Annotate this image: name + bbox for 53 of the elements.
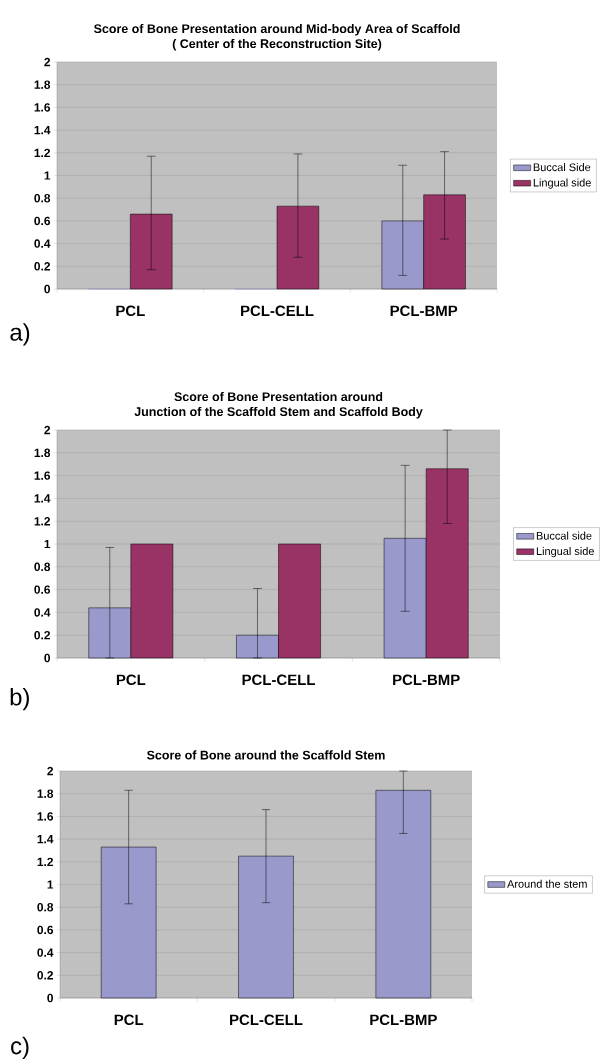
y-tick-label: 0.4	[34, 239, 51, 248]
y-tick-label: 1.4	[37, 835, 54, 844]
y-tick-label: 0	[47, 993, 53, 1003]
x-tick-label: PCL	[114, 1014, 144, 1026]
y-tick-label: 0.2	[34, 630, 51, 640]
y-tick-label: 2	[44, 57, 51, 67]
y-tick-label: 0.4	[34, 608, 51, 617]
legend-label: Buccal side	[536, 531, 592, 540]
y-tick-label: 1	[47, 880, 54, 889]
x-tick-label: PCL-BMP	[390, 305, 458, 317]
y-tick-label: 1.2	[37, 857, 54, 866]
x-tick-label: PCL	[116, 674, 146, 686]
y-tick-label: 1.6	[37, 812, 54, 821]
y-tick-label: 1	[44, 171, 51, 180]
y-tick-label: 0.2	[34, 262, 51, 271]
y-tick-label: 0.2	[37, 971, 54, 980]
y-tick-label: 1.4	[34, 494, 51, 503]
y-tick-label: 0.4	[37, 948, 54, 957]
x-tick-label: PCL-CELL	[230, 1014, 303, 1026]
x-tick-label: PCL	[116, 305, 145, 317]
text: a)	[10, 323, 30, 346]
legend-label: Buccal Side	[533, 163, 591, 172]
y-tick-label: 0.8	[37, 902, 54, 912]
x-tick-label: PCL-CELL	[242, 674, 315, 686]
legend-label: Lingual side	[536, 547, 594, 558]
y-tick-label: 0.8	[34, 562, 51, 572]
y-tick-label: 1.8	[37, 789, 54, 798]
y-tick-label: 0.8	[34, 193, 51, 203]
x-tick-label: PCL-CELL	[241, 305, 314, 317]
y-tick-label: 2	[47, 766, 54, 776]
legend-label: Around the stem	[507, 879, 587, 888]
legend-label: Lingual side	[533, 178, 591, 189]
y-tick-label: 1.8	[34, 448, 51, 458]
text: c)	[11, 1036, 29, 1060]
y-tick-label: 0	[44, 284, 50, 294]
y-tick-label: 1.2	[34, 517, 51, 526]
y-tick-label: 1.6	[34, 471, 51, 480]
text: b)	[10, 687, 29, 711]
chart-title: Score of Bone Presentation around Mid-body Area of Scaffold ( Center of the Reconstruction Site)	[94, 23, 460, 51]
y-tick-label: 1.4	[34, 126, 51, 135]
y-tick-label: 1	[44, 539, 51, 549]
chart-title: Score of Bone around the Scaffold Stem	[147, 750, 385, 760]
y-tick-label: 0.6	[37, 925, 54, 935]
chart-title: Score of Bone Presentation around Junction of the Scaffold Stem and Scaffold Body	[134, 391, 423, 419]
y-tick-label: 2	[44, 425, 51, 435]
y-tick-label: 0.6	[34, 585, 51, 594]
y-tick-label: 1.2	[34, 148, 51, 157]
y-tick-label: 1.6	[34, 103, 51, 112]
y-tick-label: 0.6	[34, 216, 51, 226]
y-tick-label: 1.8	[34, 80, 51, 89]
x-tick-label: PCL-BMP	[370, 1014, 437, 1026]
x-tick-label: PCL-BMP	[393, 674, 460, 686]
y-tick-label: 0	[44, 653, 50, 663]
